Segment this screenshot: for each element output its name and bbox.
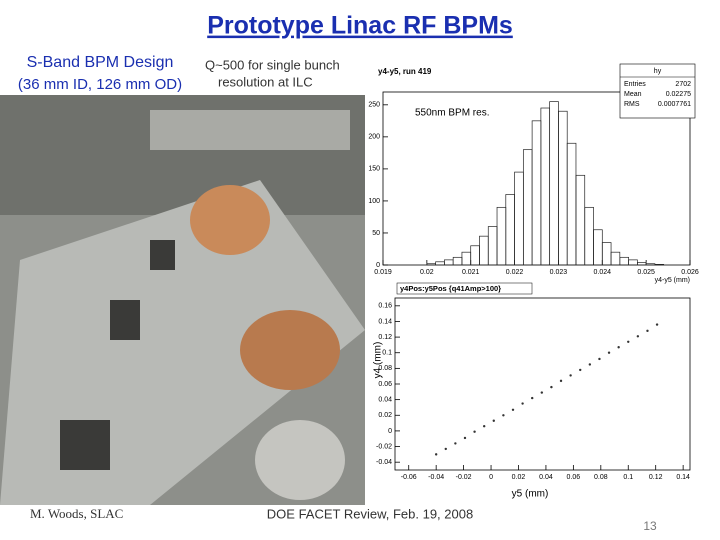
y-axis-label: y4 (mm) xyxy=(373,342,384,379)
x-tick-label: 0.021 xyxy=(462,269,480,276)
annotation: 550nm BPM res. xyxy=(415,108,489,119)
stats-label: Entries xyxy=(624,81,646,88)
x-tick-label: 0.06 xyxy=(567,474,581,481)
slide-title: Prototype Linac RF BPMs xyxy=(207,12,513,40)
scatter-point xyxy=(511,408,515,411)
y-tick-label: 0.08 xyxy=(378,365,392,372)
scatter-point xyxy=(627,340,630,343)
y-tick-label: 0.12 xyxy=(378,334,392,341)
scatter-point xyxy=(502,414,505,417)
page-number: 13 xyxy=(643,519,657,533)
scatter-point xyxy=(569,374,572,377)
y-tick-label: 0 xyxy=(376,262,380,269)
scatter-point xyxy=(550,385,553,389)
x-tick-label: 0.12 xyxy=(649,474,663,481)
scatter-point xyxy=(607,351,611,354)
x-axis-label: y5 (mm) xyxy=(512,489,549,500)
scatter-point xyxy=(540,391,544,394)
photo xyxy=(0,95,365,505)
scatter-point xyxy=(646,329,649,333)
y-tick-label: -0.02 xyxy=(376,443,392,450)
y-tick-label: -0.04 xyxy=(376,459,392,466)
scatter-point xyxy=(492,419,495,422)
y-tick-label: 100 xyxy=(368,198,380,205)
y-tick-label: 0.06 xyxy=(378,381,392,388)
x-tick-label: 0.08 xyxy=(594,474,608,481)
plot-title-box xyxy=(396,282,533,295)
y-tick-label: 0.1 xyxy=(382,350,392,357)
x-tick-label: 0.022 xyxy=(506,269,524,276)
scatter-point xyxy=(559,379,563,383)
x-tick-label: 0.02 xyxy=(512,474,526,481)
plot-title: y4-y5, run 419 xyxy=(378,67,432,76)
x-tick-label: 0.14 xyxy=(676,474,690,481)
x-tick-label: 0.023 xyxy=(550,269,568,276)
x-tick-label: 0.025 xyxy=(637,269,655,276)
y-tick-label: 50 xyxy=(372,230,380,237)
histogram-bar xyxy=(654,264,665,266)
x-tick-label: -0.06 xyxy=(401,474,417,481)
scatter-point xyxy=(454,442,457,445)
author: M. Woods, SLAC xyxy=(30,506,123,521)
x-tick-label: 0.019 xyxy=(374,269,392,276)
left-heading: S-Band BPM Design xyxy=(27,54,174,71)
y-tick-label: 150 xyxy=(368,166,380,173)
plot-title: y4Pos:y5Pos {q41Amp>100} xyxy=(400,284,501,293)
left-subheading: (36 mm ID, 126 mm OD) xyxy=(18,76,182,93)
stats-value: 0.0007761 xyxy=(658,101,691,108)
event: DOE FACET Review, Feb. 19, 2008 xyxy=(267,506,473,521)
scatter-point xyxy=(588,363,592,366)
scatter-point xyxy=(434,453,438,456)
x-tick-label: 0.02 xyxy=(420,269,434,276)
stats-label: Mean xyxy=(624,91,642,98)
y-tick-label: 0 xyxy=(388,428,392,435)
scatter-point xyxy=(617,346,620,349)
x-tick-label: 0.1 xyxy=(623,474,633,481)
stats-value: 0.02275 xyxy=(666,91,691,98)
scatter-point xyxy=(444,447,447,451)
x-tick-label: -0.02 xyxy=(456,474,472,481)
plot-panel xyxy=(372,285,697,505)
note: resolution at ILC xyxy=(218,74,313,89)
y-tick-label: 0.02 xyxy=(378,412,392,419)
scatter-point xyxy=(655,323,659,326)
x-tick-label: 0.04 xyxy=(539,474,553,481)
stats-value: 2702 xyxy=(675,81,691,88)
y-tick-label: 0.04 xyxy=(378,396,392,403)
stats-label: RMS xyxy=(624,101,640,108)
scatter-point xyxy=(531,396,534,400)
stats-title: hy xyxy=(654,68,662,75)
x-tick-label: 0 xyxy=(489,474,493,481)
scatter-point xyxy=(463,436,467,440)
x-tick-label: -0.04 xyxy=(428,474,444,481)
y-tick-label: 0.16 xyxy=(378,303,392,310)
scatter-point xyxy=(579,368,582,372)
scatter-point xyxy=(473,430,476,433)
y-tick-label: 0.14 xyxy=(378,318,392,325)
x-axis-label: y4-y5 (mm) xyxy=(655,277,690,284)
scatter-point xyxy=(521,402,524,405)
stats-box xyxy=(619,63,696,119)
scatter-point xyxy=(482,425,486,428)
y-tick-label: 250 xyxy=(368,102,380,109)
y-tick-label: 200 xyxy=(368,134,380,141)
note: Q~500 for single bunch xyxy=(205,57,340,72)
x-tick-label: 0.024 xyxy=(594,269,612,276)
x-tick-label: 0.026 xyxy=(681,269,699,276)
scatter-point xyxy=(598,357,601,361)
scatter-point xyxy=(636,335,640,338)
